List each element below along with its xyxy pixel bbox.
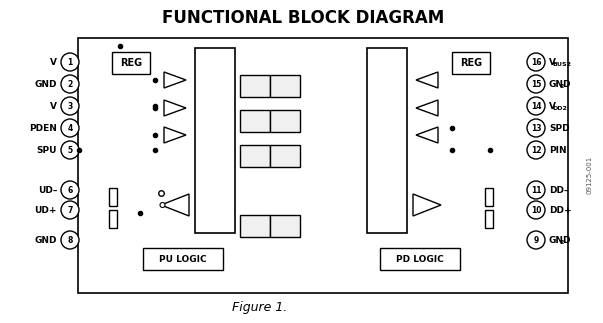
Bar: [270, 75, 300, 97]
Text: 3: 3: [68, 101, 72, 110]
Circle shape: [160, 203, 165, 207]
Text: GND: GND: [34, 79, 57, 89]
Bar: [485, 188, 493, 206]
Text: PD LOGIC: PD LOGIC: [396, 255, 444, 264]
Text: 1: 1: [68, 240, 72, 245]
Bar: [240, 215, 270, 237]
Bar: [270, 145, 300, 167]
Text: REG: REG: [460, 58, 482, 68]
Bar: [485, 210, 493, 228]
Text: 16: 16: [531, 57, 541, 67]
Polygon shape: [164, 100, 186, 116]
Polygon shape: [416, 127, 438, 143]
Circle shape: [527, 141, 545, 159]
Polygon shape: [164, 72, 186, 88]
Text: V: V: [50, 101, 57, 110]
Bar: [240, 110, 270, 132]
Bar: [270, 215, 300, 237]
Text: GND: GND: [549, 235, 572, 245]
Bar: [240, 75, 270, 97]
Polygon shape: [161, 194, 189, 216]
Text: 5: 5: [68, 145, 72, 154]
Circle shape: [61, 201, 79, 219]
Circle shape: [61, 119, 79, 137]
Text: 8: 8: [68, 235, 73, 245]
Polygon shape: [416, 100, 438, 116]
Text: SPD: SPD: [549, 123, 570, 132]
Text: UD–: UD–: [37, 185, 57, 194]
Circle shape: [527, 75, 545, 93]
Text: 7: 7: [68, 205, 73, 214]
Circle shape: [61, 97, 79, 115]
Bar: [452, 52, 490, 74]
Circle shape: [61, 53, 79, 71]
Text: 09125-001: 09125-001: [587, 156, 593, 194]
Circle shape: [527, 231, 545, 249]
Polygon shape: [416, 72, 438, 88]
Text: 11: 11: [531, 185, 541, 194]
Text: 12: 12: [531, 145, 541, 154]
Bar: [109, 188, 117, 206]
Text: BUS2: BUS2: [552, 62, 572, 67]
Text: BUS1: BUS1: [60, 62, 80, 67]
Circle shape: [61, 181, 79, 199]
Text: GND: GND: [549, 79, 572, 89]
Text: FUNCTIONAL BLOCK DIAGRAM: FUNCTIONAL BLOCK DIAGRAM: [162, 9, 444, 27]
Text: PU LOGIC: PU LOGIC: [159, 255, 207, 264]
Text: DD1: DD1: [60, 106, 75, 111]
Text: 2: 2: [560, 84, 564, 89]
Bar: [367, 48, 407, 233]
Text: DD+: DD+: [549, 205, 572, 214]
Text: PDEN: PDEN: [29, 123, 57, 132]
Polygon shape: [164, 127, 186, 143]
Text: 1: 1: [68, 84, 72, 89]
Text: V: V: [50, 57, 57, 67]
Circle shape: [527, 97, 545, 115]
Text: Figure 1.: Figure 1.: [232, 301, 288, 315]
Bar: [380, 248, 460, 270]
Bar: [240, 145, 270, 167]
Text: 13: 13: [531, 123, 541, 132]
Text: 4: 4: [68, 123, 72, 132]
Text: 6: 6: [68, 185, 72, 194]
Bar: [109, 210, 117, 228]
Text: 14: 14: [531, 101, 541, 110]
Circle shape: [61, 141, 79, 159]
Bar: [78, 38, 568, 293]
Bar: [112, 52, 150, 74]
Text: UD+: UD+: [34, 205, 57, 214]
Text: 9: 9: [534, 235, 538, 245]
Text: 2: 2: [560, 240, 564, 245]
Circle shape: [61, 75, 79, 93]
Text: 10: 10: [531, 205, 541, 214]
Text: GND: GND: [34, 235, 57, 245]
Text: 15: 15: [531, 79, 541, 89]
Text: SPU: SPU: [37, 145, 57, 154]
Circle shape: [527, 201, 545, 219]
Text: DD2: DD2: [552, 106, 567, 111]
Text: 1: 1: [68, 57, 72, 67]
Bar: [270, 110, 300, 132]
Text: PIN: PIN: [549, 145, 567, 154]
Text: 2: 2: [68, 79, 72, 89]
Bar: [143, 248, 223, 270]
Text: DD–: DD–: [549, 185, 569, 194]
Text: REG: REG: [120, 58, 142, 68]
Circle shape: [527, 53, 545, 71]
Circle shape: [527, 181, 545, 199]
Bar: [195, 48, 235, 233]
Text: V: V: [549, 57, 556, 67]
Circle shape: [61, 231, 79, 249]
Circle shape: [527, 119, 545, 137]
Text: V: V: [549, 101, 556, 110]
Polygon shape: [413, 194, 441, 216]
